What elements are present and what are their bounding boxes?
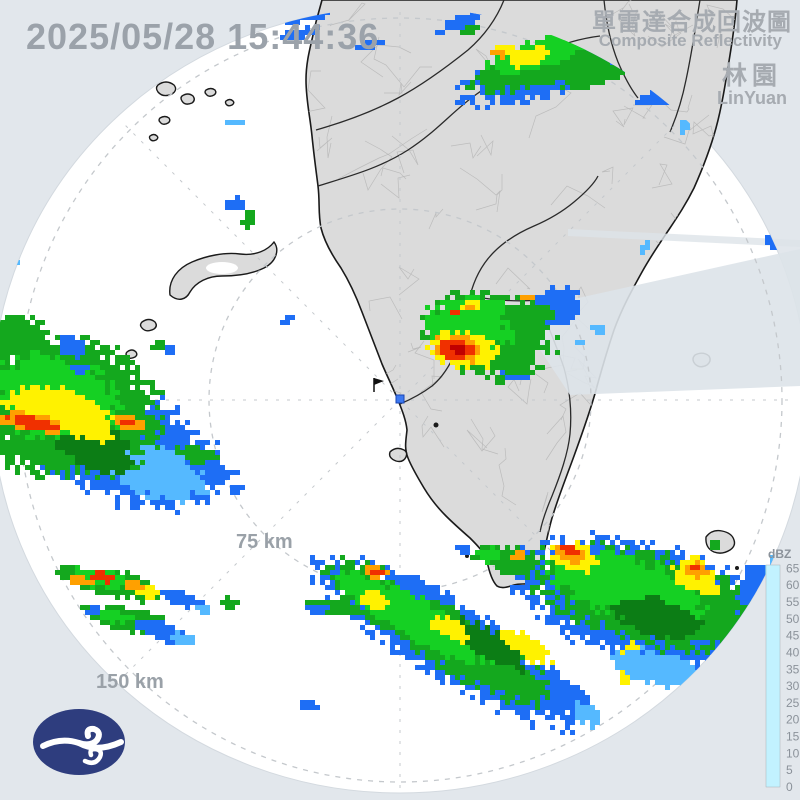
- storm-south-sea-band: [300, 555, 600, 735]
- dbz-tick: 35: [786, 662, 800, 676]
- dbz-gradient-bar: [765, 564, 781, 788]
- dbz-tick: 10: [786, 746, 800, 760]
- dbz-tick: 20: [786, 713, 800, 727]
- product-title-en: Composite Reflectivity: [598, 31, 782, 50]
- dbz-tick: 25: [786, 696, 800, 710]
- radar-site-marker: [395, 394, 405, 404]
- dbz-tick: 65: [786, 561, 800, 575]
- range-label-150km: 150 km: [96, 671, 164, 693]
- dbz-tick: 45: [786, 629, 800, 643]
- dbz-tick: 50: [786, 612, 800, 626]
- dbz-tick: 30: [786, 679, 800, 693]
- dbz-tick: 15: [786, 730, 800, 744]
- range-label-75km: 75 km: [236, 531, 293, 553]
- city-flag-icon: [373, 378, 384, 392]
- dbz-tick: 60: [786, 578, 800, 592]
- dbz-tick: 55: [786, 595, 800, 609]
- storm-southwest-line-1: [55, 565, 210, 615]
- storm-west-sea-storm: [0, 315, 245, 515]
- timestamp: 2025/05/28 15:44:36: [26, 16, 380, 57]
- logo-wave-icon: [40, 725, 124, 766]
- dbz-tick: 0: [786, 780, 793, 794]
- dbz-scale-title: dBZ: [768, 547, 791, 561]
- markers: [373, 378, 405, 404]
- station-name-en: LinYuan: [716, 88, 787, 108]
- station-name-zh: 林園: [721, 62, 782, 90]
- product-title-zh: 單雷達合成回波圖: [592, 9, 792, 36]
- dbz-tick: 5: [786, 763, 793, 777]
- dbz-tick: 40: [786, 646, 800, 660]
- storm-southwest-line-2: [80, 595, 240, 645]
- island-liuqiu: [388, 447, 408, 463]
- cwa-logo: [33, 709, 125, 775]
- storm-mountain-storm: [420, 285, 605, 385]
